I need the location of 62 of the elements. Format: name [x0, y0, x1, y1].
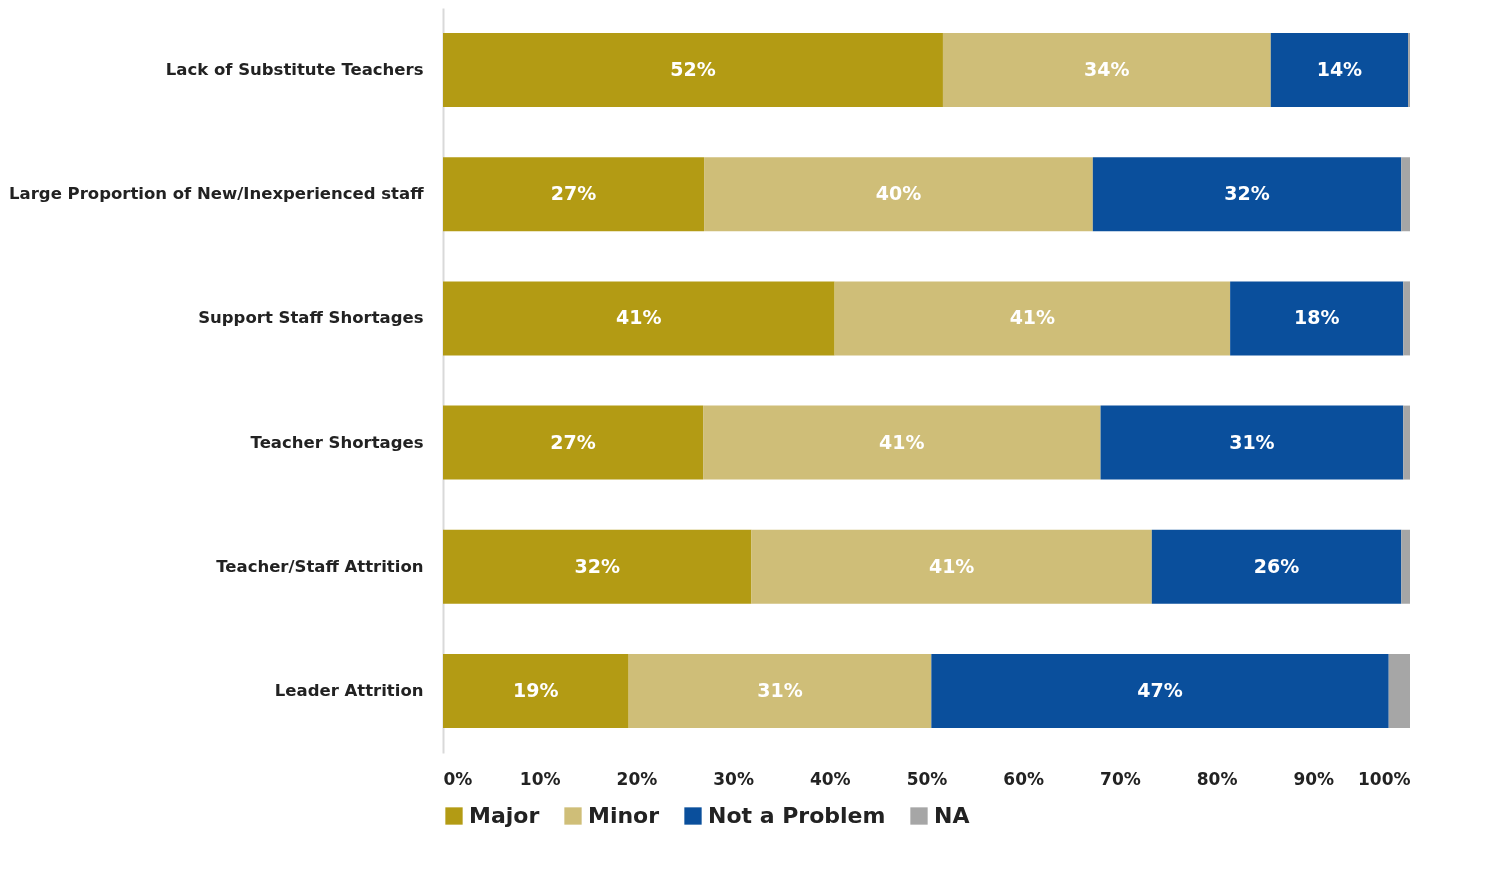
x-tick-label: 60% [1003, 768, 1045, 789]
bar [443, 33, 943, 108]
y-tick-label: Teacher/Staff Attrition [216, 556, 424, 576]
y-tick-label: Teacher Shortages [250, 432, 424, 452]
bar [443, 653, 629, 728]
y-tick-label: Support Staff Shortages [198, 308, 424, 328]
bar [751, 529, 1152, 604]
bar [1388, 653, 1410, 728]
y-tick-label: Lack of Substitute Teachers [165, 60, 424, 80]
bar [443, 157, 705, 232]
bar [703, 405, 1101, 480]
data-label: 41% [1009, 306, 1056, 329]
bar [1401, 157, 1410, 232]
data-label: 27% [550, 430, 596, 453]
legend-label: Not a Problem [708, 803, 886, 828]
x-tick-label: 50% [906, 768, 948, 789]
x-tick-label: 0% [443, 768, 473, 789]
y-tick-label: Large Proportion of New/Inexperienced staff [9, 184, 425, 204]
data-label: 41% [879, 430, 925, 453]
bar [443, 529, 752, 604]
data-label: 34% [1084, 58, 1130, 81]
data-label: 31% [1229, 430, 1275, 453]
legend-label: Major [469, 803, 540, 828]
x-tick-label: 20% [616, 768, 658, 789]
bar [1403, 405, 1410, 480]
data-label: 47% [1137, 678, 1183, 701]
data-label: 40% [875, 182, 922, 205]
bar [1230, 281, 1404, 356]
bar [834, 281, 1231, 356]
bar [1100, 405, 1404, 480]
bar [628, 653, 932, 728]
bar [1270, 33, 1409, 108]
x-tick-label: 40% [809, 768, 851, 789]
data-label: 41% [616, 306, 662, 329]
data-label: 19% [513, 678, 559, 701]
data-label: 52% [670, 58, 716, 81]
x-tick-label: 70% [1100, 768, 1141, 789]
data-label: 31% [757, 678, 803, 701]
bar [942, 33, 1271, 108]
data-label: 14% [1316, 58, 1363, 81]
bar [1403, 281, 1410, 356]
bar [443, 281, 835, 356]
legend-label: Minor [588, 803, 660, 828]
x-tick-label: 100% [1357, 768, 1411, 789]
x-tick-label: 80% [1196, 768, 1238, 789]
x-tick-label: 10% [519, 768, 561, 789]
data-label: 27% [550, 182, 597, 205]
bar [443, 405, 704, 480]
legend-label: NA [934, 803, 970, 828]
data-label: 18% [1293, 306, 1340, 329]
x-tick-label: 30% [713, 768, 754, 789]
bar [1401, 529, 1410, 604]
bar [1151, 529, 1402, 604]
data-label: 41% [928, 554, 975, 577]
data-label: 32% [1224, 182, 1270, 205]
bar [931, 653, 1389, 728]
bar [1092, 157, 1402, 232]
data-label: 26% [1253, 554, 1300, 577]
data-label: 32% [574, 554, 620, 577]
y-tick-label: Leader Attrition [274, 680, 424, 700]
x-tick-label: 90% [1293, 768, 1335, 789]
bar [704, 157, 1093, 232]
